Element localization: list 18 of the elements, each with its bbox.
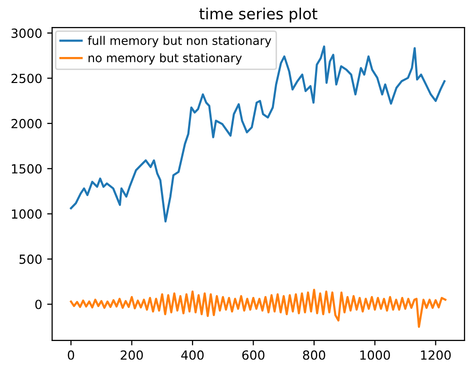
x-tick-label: 200 bbox=[120, 350, 143, 360]
y-tick-label: 2000 bbox=[12, 118, 42, 128]
chart-title: time series plot bbox=[199, 8, 318, 22]
y-tick-label: 3000 bbox=[12, 28, 42, 38]
x-tick-label: 0 bbox=[68, 350, 74, 360]
y-tick-label: 1000 bbox=[12, 209, 42, 219]
x-tick-label: 1000 bbox=[360, 350, 390, 360]
y-tick-label: 0 bbox=[35, 300, 42, 310]
y-tick-label: 2500 bbox=[12, 74, 42, 84]
legend-label: full memory but non stationary bbox=[88, 36, 272, 48]
x-tick-label: 600 bbox=[242, 350, 264, 360]
x-tick-label: 800 bbox=[303, 350, 326, 360]
x-tick-label: 400 bbox=[181, 350, 204, 360]
line-series bbox=[70, 288, 446, 328]
y-tick-label: 500 bbox=[20, 254, 42, 264]
x-tick-label: 1200 bbox=[421, 350, 451, 360]
y-tick-label: 1500 bbox=[12, 164, 42, 174]
legend-label: no memory but stationary bbox=[88, 53, 242, 65]
